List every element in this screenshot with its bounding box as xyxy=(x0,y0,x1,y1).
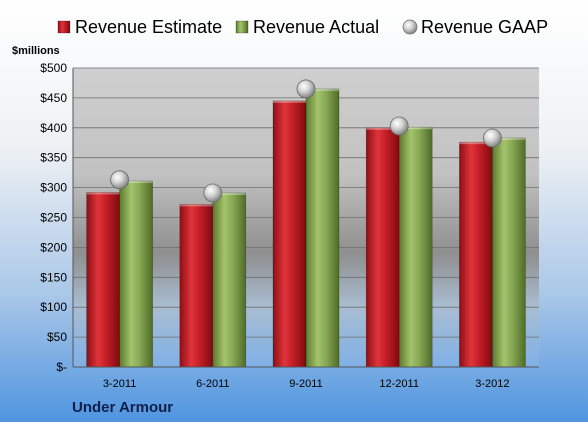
bar-highlight xyxy=(306,88,339,91)
bar-highlight xyxy=(399,127,433,130)
company-label: Under Armour xyxy=(72,399,173,416)
x-tick-label: 12-2011 xyxy=(379,378,419,390)
x-tick-label: 3-2011 xyxy=(103,378,136,390)
bar-layer xyxy=(86,88,526,368)
axis-layer: $- $50 $100 $150 $200 $250 $300 $350 $400 $450 $50… xyxy=(40,61,539,390)
legend: Revenue Estimate Revenue Actual Revenue GA… xyxy=(57,17,548,37)
bar-highlight xyxy=(179,204,213,207)
legend-swatch-gaap xyxy=(402,19,418,35)
revenue-actual-bar xyxy=(305,88,340,368)
y-tick-label: $150 xyxy=(40,270,67,284)
x-tick-label: 3-2012 xyxy=(475,378,509,390)
revenue-gaap-marker xyxy=(110,170,129,190)
revenue-estimate-bar xyxy=(459,141,493,368)
revenue-gaap-marker xyxy=(482,128,502,148)
revenue-estimate-bar xyxy=(272,100,307,368)
legend-label: Revenue Actual xyxy=(253,17,379,37)
revenue-estimate-bar xyxy=(86,192,120,368)
y-tick-label: $200 xyxy=(40,240,67,254)
revenue-actual-bar xyxy=(119,180,153,368)
y-tick-label: $500 xyxy=(40,61,67,75)
revenue-actual-bar xyxy=(492,137,526,368)
y-tick-label: $- xyxy=(56,360,67,374)
bar-highlight xyxy=(366,127,400,130)
revenue-actual-bar xyxy=(212,192,247,368)
bar-highlight xyxy=(492,137,526,140)
legend-label: Revenue Estimate xyxy=(75,17,222,37)
bar-highlight xyxy=(273,100,306,103)
marker-layer xyxy=(110,79,502,203)
revenue-gaap-marker xyxy=(296,79,316,99)
y-tick-label: $250 xyxy=(40,211,67,225)
revenue-gaap-marker xyxy=(389,116,409,136)
bar-highlight xyxy=(212,192,246,195)
bar-highlight xyxy=(86,192,120,195)
y-tick-label: $450 xyxy=(40,91,67,105)
y-tick-label: $350 xyxy=(40,151,67,165)
revenue-estimate-bar xyxy=(365,127,400,368)
x-tick-label: 6-2011 xyxy=(196,378,229,390)
legend-swatch-actual xyxy=(235,20,249,34)
revenue-gaap-marker xyxy=(203,183,223,203)
y-tick-label: $400 xyxy=(40,121,67,135)
legend-label: Revenue GAAP xyxy=(421,17,548,37)
y-tick-label: $300 xyxy=(40,181,67,195)
x-tick-label: 9-2011 xyxy=(289,378,322,390)
y-tick-label: $50 xyxy=(47,330,67,344)
bar-highlight xyxy=(119,181,153,184)
y-axis-label: $millions xyxy=(12,45,60,57)
legend-swatch-estimate xyxy=(57,20,71,34)
revenue-estimate-bar xyxy=(179,204,214,368)
y-tick-label: $100 xyxy=(40,300,67,314)
revenue-actual-bar xyxy=(398,126,433,368)
bar-highlight xyxy=(459,142,493,145)
